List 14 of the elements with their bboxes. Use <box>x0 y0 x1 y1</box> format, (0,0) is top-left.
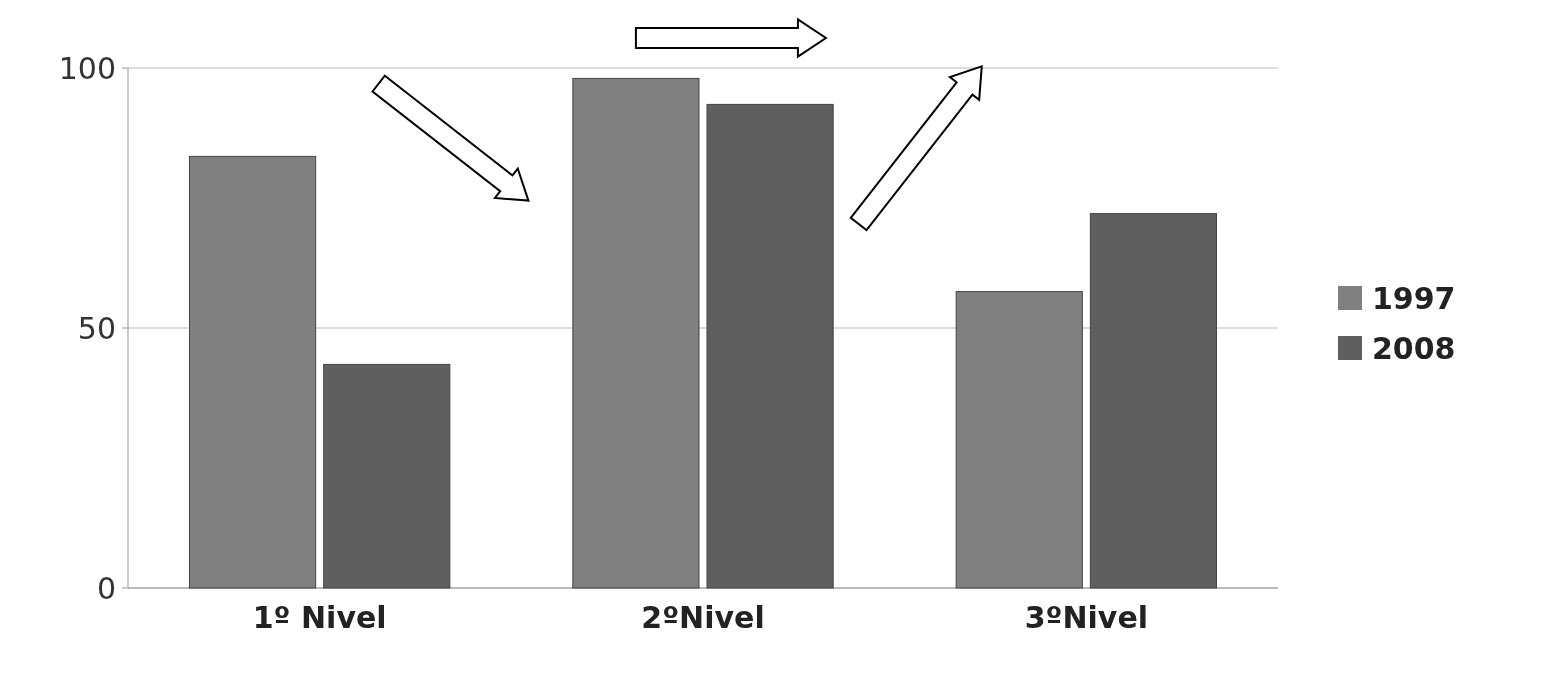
x-tick-label: 3ºNivel <box>1024 600 1149 635</box>
y-tick-label: 0 <box>96 570 116 606</box>
bar <box>955 291 1083 589</box>
legend-label: 2008 <box>1372 330 1456 366</box>
bar <box>706 103 834 589</box>
bar <box>572 77 700 589</box>
x-tick-label: 2ºNivel <box>641 600 765 635</box>
legend-label: 1997 <box>1372 280 1456 316</box>
bar <box>189 155 317 589</box>
bar <box>323 363 451 589</box>
y-tick-label: 100 <box>58 50 116 86</box>
x-tick-label: 1º Nivel <box>252 600 387 635</box>
bar <box>1089 213 1217 589</box>
y-tick-label: 50 <box>77 310 116 346</box>
